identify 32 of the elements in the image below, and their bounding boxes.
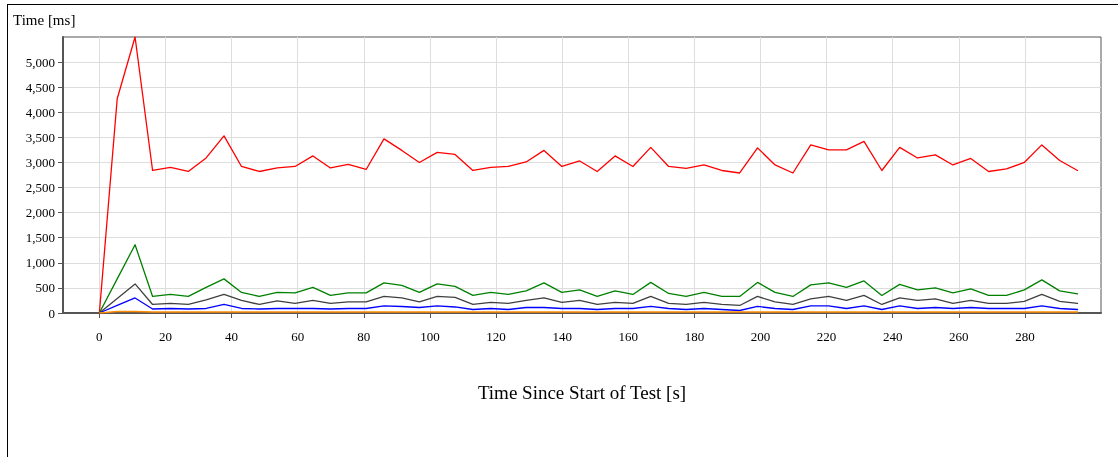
x-tick-label: 140 [552, 329, 572, 344]
y-tick-label: 1,000 [25, 255, 55, 271]
x-tick-label: 240 [882, 329, 903, 344]
line-series [98, 36, 1079, 314]
x-tick-label: 260 [949, 329, 969, 344]
y-tick-label: 0 [48, 305, 55, 321]
x-axis-title: Time Since Start of Test [s] [477, 382, 687, 403]
y-tick-label: 2,000 [25, 205, 55, 221]
y-tick-label: 1,500 [25, 230, 55, 246]
x-tick-label: 120 [486, 329, 506, 344]
y-tick-label: 500 [35, 280, 55, 296]
x-tick-label: 20 [158, 329, 172, 344]
y-tick-label: 3,000 [25, 154, 55, 170]
x-tick-label: 60 [291, 329, 305, 344]
x-tick-label: 160 [618, 329, 639, 344]
x-tick-label: 200 [750, 329, 771, 344]
x-tick-label: 0 [96, 329, 103, 344]
x-tick-label: 280 [1015, 329, 1035, 344]
y-tick-label: 5,000 [25, 54, 55, 70]
y-tick-label: 2,500 [25, 180, 55, 196]
y-tick-label: 3,500 [25, 129, 55, 145]
x-tick-label: 180 [684, 329, 705, 344]
x-tick-label: 100 [420, 329, 440, 344]
line-series [98, 283, 1079, 314]
x-tick-label: 80 [357, 329, 371, 344]
line-series [98, 297, 1079, 314]
x-tick-label: 220 [816, 329, 837, 344]
line-series [98, 244, 1079, 314]
y-axis-title: Time [ms] [13, 11, 76, 28]
y-tick-label: 4,000 [25, 104, 55, 120]
y-tick-label: 4,500 [25, 79, 55, 95]
x-tick-label: 40 [225, 329, 239, 344]
